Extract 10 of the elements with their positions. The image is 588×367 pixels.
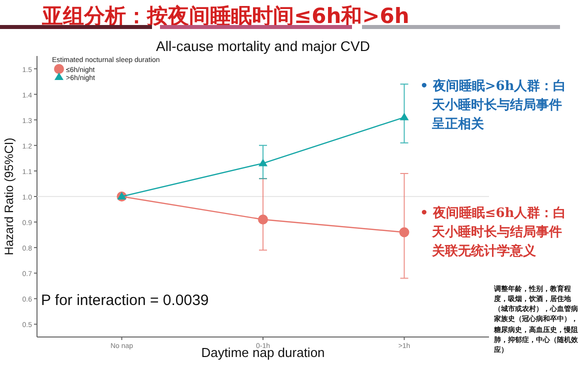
chart-subtitle: All-cause mortality and major CVD — [156, 38, 370, 54]
annotation: • 夜间睡眠≤6h人群：白天小睡时长与结局事件关联无统计学意义 — [420, 205, 568, 261]
point — [258, 214, 268, 224]
annotation: • 夜间睡眠>6h人群：白天小睡时长与结局事件呈正相关 — [420, 78, 568, 134]
point — [400, 112, 409, 120]
y-axis-title: Hazard Ratio (95%CI) — [2, 138, 16, 256]
annotation: P for interaction = 0.0039 — [41, 292, 209, 309]
chart-title: 亚组分析：按夜间睡眠时间≤6h和>6h — [41, 4, 410, 28]
point — [258, 158, 268, 166]
point — [399, 227, 410, 238]
